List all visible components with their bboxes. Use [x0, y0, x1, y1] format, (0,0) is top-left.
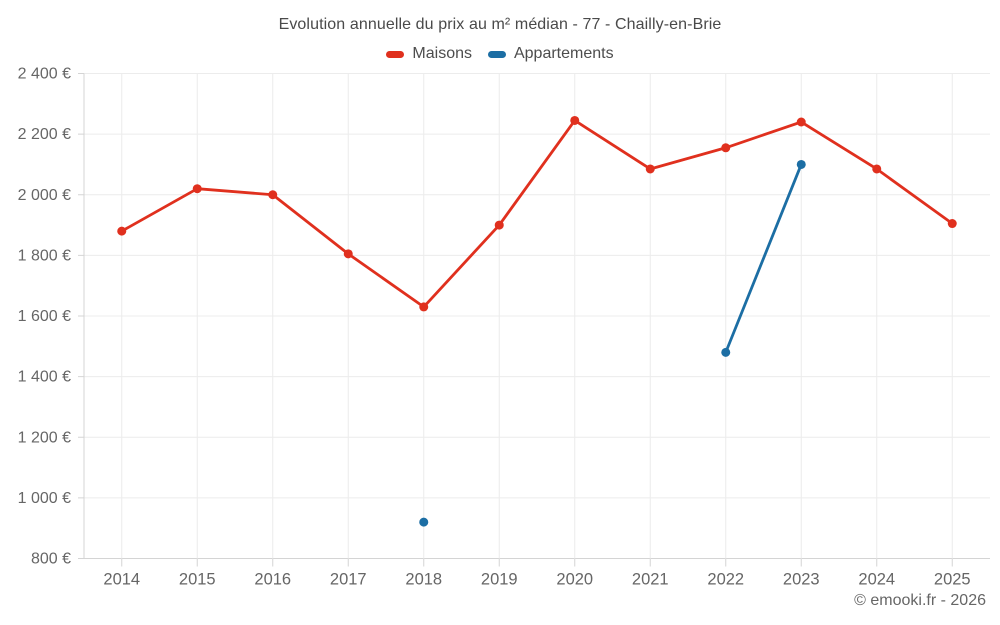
maisons-line: [120, 119, 954, 309]
y-axis-label: 800 €: [31, 551, 71, 568]
maisons-point-2017[interactable]: [343, 249, 353, 259]
legend-item-maisons[interactable]: Maisons: [386, 45, 472, 63]
maisons-point-2020[interactable]: [570, 115, 580, 125]
x-axis-label: 2023: [783, 571, 820, 589]
maisons-point-2018[interactable]: [419, 302, 429, 312]
copyright: © emooki.fr - 2026: [854, 592, 986, 609]
legend-item-appartements[interactable]: Appartements: [487, 45, 614, 63]
y-axis-label: 2 200 €: [18, 126, 71, 143]
maisons-point-2019[interactable]: [494, 220, 504, 230]
x-axis-label: 2022: [707, 571, 744, 589]
appartements-line: [724, 163, 803, 354]
x-axis-label: 2015: [179, 571, 216, 589]
appartements-point-2022[interactable]: [721, 347, 731, 357]
x-axis-label: 2019: [481, 571, 518, 589]
legend: Maisons Appartements: [0, 45, 1000, 63]
legend-label-maisons: Maisons: [412, 45, 472, 62]
x-axis-label: 2014: [103, 571, 140, 589]
y-axis-label: 1 800 €: [18, 247, 71, 264]
x-axis-label: 2025: [934, 571, 971, 589]
maisons-point-2014[interactable]: [117, 226, 127, 236]
x-axis-label: 2018: [405, 571, 442, 589]
maisons-swatch-icon: [386, 50, 405, 58]
maisons-point-2024[interactable]: [872, 164, 882, 174]
legend-label-appartements: Appartements: [513, 45, 614, 62]
y-axis-label: 1 000 €: [18, 490, 71, 507]
appartements-swatch-icon: [487, 50, 506, 58]
y-axis-label: 1 600 €: [18, 308, 71, 325]
x-axis-label: 2021: [632, 571, 669, 589]
maisons-point-2021[interactable]: [645, 164, 655, 174]
chart-title: Evolution annuelle du prix au m² médian …: [278, 16, 722, 33]
x-axis-label: 2024: [858, 571, 895, 589]
maisons-point-2015[interactable]: [192, 184, 202, 194]
appartements-point-2023[interactable]: [796, 159, 806, 169]
maisons-point-2025[interactable]: [947, 219, 957, 229]
maisons-point-2022[interactable]: [721, 143, 731, 153]
y-axis-label: 2 400 €: [18, 66, 71, 83]
y-axis-label: 2 000 €: [18, 187, 71, 204]
y-axis-label: 1 400 €: [18, 369, 71, 386]
y-axis-label: 1 200 €: [18, 429, 71, 446]
x-axis-label: 2020: [556, 571, 593, 589]
appartements-point-2018[interactable]: [419, 517, 429, 527]
x-axis-label: 2016: [254, 571, 291, 589]
maisons-point-2016[interactable]: [268, 190, 278, 200]
maisons-point-2023[interactable]: [796, 117, 806, 127]
x-axis-label: 2017: [330, 571, 367, 589]
